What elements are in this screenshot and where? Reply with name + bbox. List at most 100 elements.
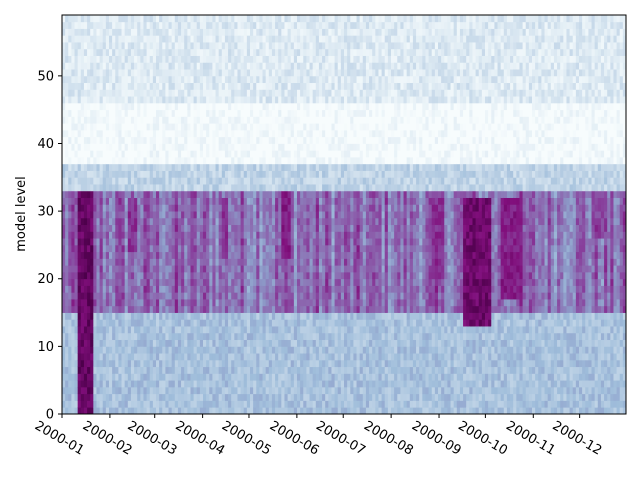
heatmap-cell — [312, 217, 317, 226]
heatmap-cell — [181, 96, 185, 104]
heatmap-cell — [218, 278, 223, 286]
heatmap-cell — [278, 75, 282, 84]
heatmap-cell — [74, 244, 79, 253]
heatmap-cell — [115, 217, 119, 226]
heatmap-cell — [121, 265, 126, 273]
heatmap-cell — [174, 319, 179, 327]
heatmap-cell — [206, 258, 210, 266]
heatmap-cell — [237, 353, 241, 361]
heatmap-cell — [309, 238, 314, 246]
heatmap-cell — [275, 285, 279, 293]
heatmap-cell — [262, 109, 267, 117]
heatmap-cell — [281, 244, 285, 253]
heatmap-cell — [181, 157, 185, 165]
heatmap-cell — [87, 15, 91, 23]
heatmap-cell — [184, 319, 188, 327]
heatmap-cell — [137, 285, 141, 293]
heatmap-cell — [171, 366, 176, 374]
heatmap-cell — [83, 299, 88, 307]
heatmap-cell — [80, 35, 85, 43]
heatmap-cell — [322, 386, 326, 395]
heatmap-cell — [87, 359, 91, 368]
heatmap-cell — [196, 292, 201, 300]
heatmap-cell — [293, 339, 298, 347]
heatmap-cell — [87, 82, 91, 90]
heatmap-cell — [140, 197, 144, 205]
heatmap-cell — [137, 386, 141, 395]
heatmap-cell — [87, 75, 91, 84]
heatmap-cell — [168, 312, 173, 320]
heatmap-cell — [268, 332, 273, 341]
heatmap-cell — [187, 116, 191, 124]
heatmap-cell — [68, 89, 72, 97]
heatmap-cell — [187, 393, 191, 401]
heatmap-cell — [68, 197, 72, 205]
heatmap-cell — [234, 380, 238, 388]
heatmap-cell — [130, 217, 135, 226]
heatmap-cell — [253, 393, 257, 401]
heatmap-cell — [228, 373, 232, 381]
heatmap-cell — [87, 69, 91, 77]
heatmap-cell — [293, 224, 298, 232]
heatmap-cell — [77, 55, 82, 63]
heatmap-cell — [146, 359, 151, 368]
heatmap-cell — [149, 143, 154, 151]
heatmap-cell — [109, 89, 113, 97]
heatmap-cell — [275, 204, 279, 212]
heatmap-cell — [221, 204, 226, 212]
heatmap-cell — [90, 102, 94, 111]
heatmap-cell — [231, 21, 235, 29]
heatmap-cell — [312, 231, 317, 239]
heatmap-cell — [250, 400, 254, 408]
heatmap-cell — [228, 204, 232, 212]
heatmap-cell — [124, 238, 129, 246]
heatmap-cell — [287, 400, 292, 408]
heatmap-cell — [312, 109, 317, 117]
heatmap-cell — [93, 35, 97, 43]
heatmap-cell — [300, 299, 304, 307]
heatmap-cell — [287, 15, 292, 23]
heatmap-cell — [253, 332, 257, 341]
heatmap-cell — [115, 211, 119, 219]
heatmap-cell — [284, 150, 288, 158]
heatmap-cell — [221, 353, 226, 361]
heatmap-cell — [137, 211, 141, 219]
heatmap-cell — [281, 299, 285, 307]
heatmap-cell — [134, 251, 138, 259]
heatmap-cell — [278, 366, 282, 374]
heatmap-cell — [322, 129, 326, 138]
heatmap-cell — [165, 129, 169, 138]
heatmap-cell — [159, 332, 163, 341]
heatmap-cell — [196, 224, 201, 232]
heatmap-cell — [112, 346, 116, 354]
heatmap-cell — [300, 157, 304, 165]
heatmap-cell — [275, 89, 279, 97]
heatmap-cell — [62, 96, 66, 104]
heatmap-cell — [234, 177, 238, 185]
heatmap-cell — [118, 170, 122, 178]
heatmap-cell — [228, 82, 232, 90]
heatmap-cell — [209, 271, 213, 280]
heatmap-cell — [228, 89, 232, 97]
heatmap-cell — [184, 28, 188, 36]
heatmap-cell — [181, 211, 185, 219]
heatmap-cell — [300, 102, 304, 111]
heatmap-cell — [80, 75, 85, 84]
heatmap-cell — [74, 163, 79, 171]
heatmap-cell — [127, 42, 132, 50]
heatmap-cell — [259, 285, 263, 293]
heatmap-cell — [146, 326, 151, 334]
heatmap-cell — [206, 82, 210, 90]
heatmap-cell — [83, 265, 88, 273]
heatmap-cell — [77, 366, 82, 374]
heatmap-cell — [315, 150, 320, 158]
heatmap-cell — [253, 346, 257, 354]
heatmap-cell — [134, 366, 138, 374]
heatmap-cell — [193, 386, 198, 395]
heatmap-cell — [322, 21, 326, 29]
heatmap-cell — [143, 109, 147, 117]
heatmap-cell — [224, 116, 229, 124]
heatmap-cell — [199, 69, 204, 77]
heatmap-cell — [243, 143, 248, 151]
heatmap-cell — [77, 332, 82, 341]
